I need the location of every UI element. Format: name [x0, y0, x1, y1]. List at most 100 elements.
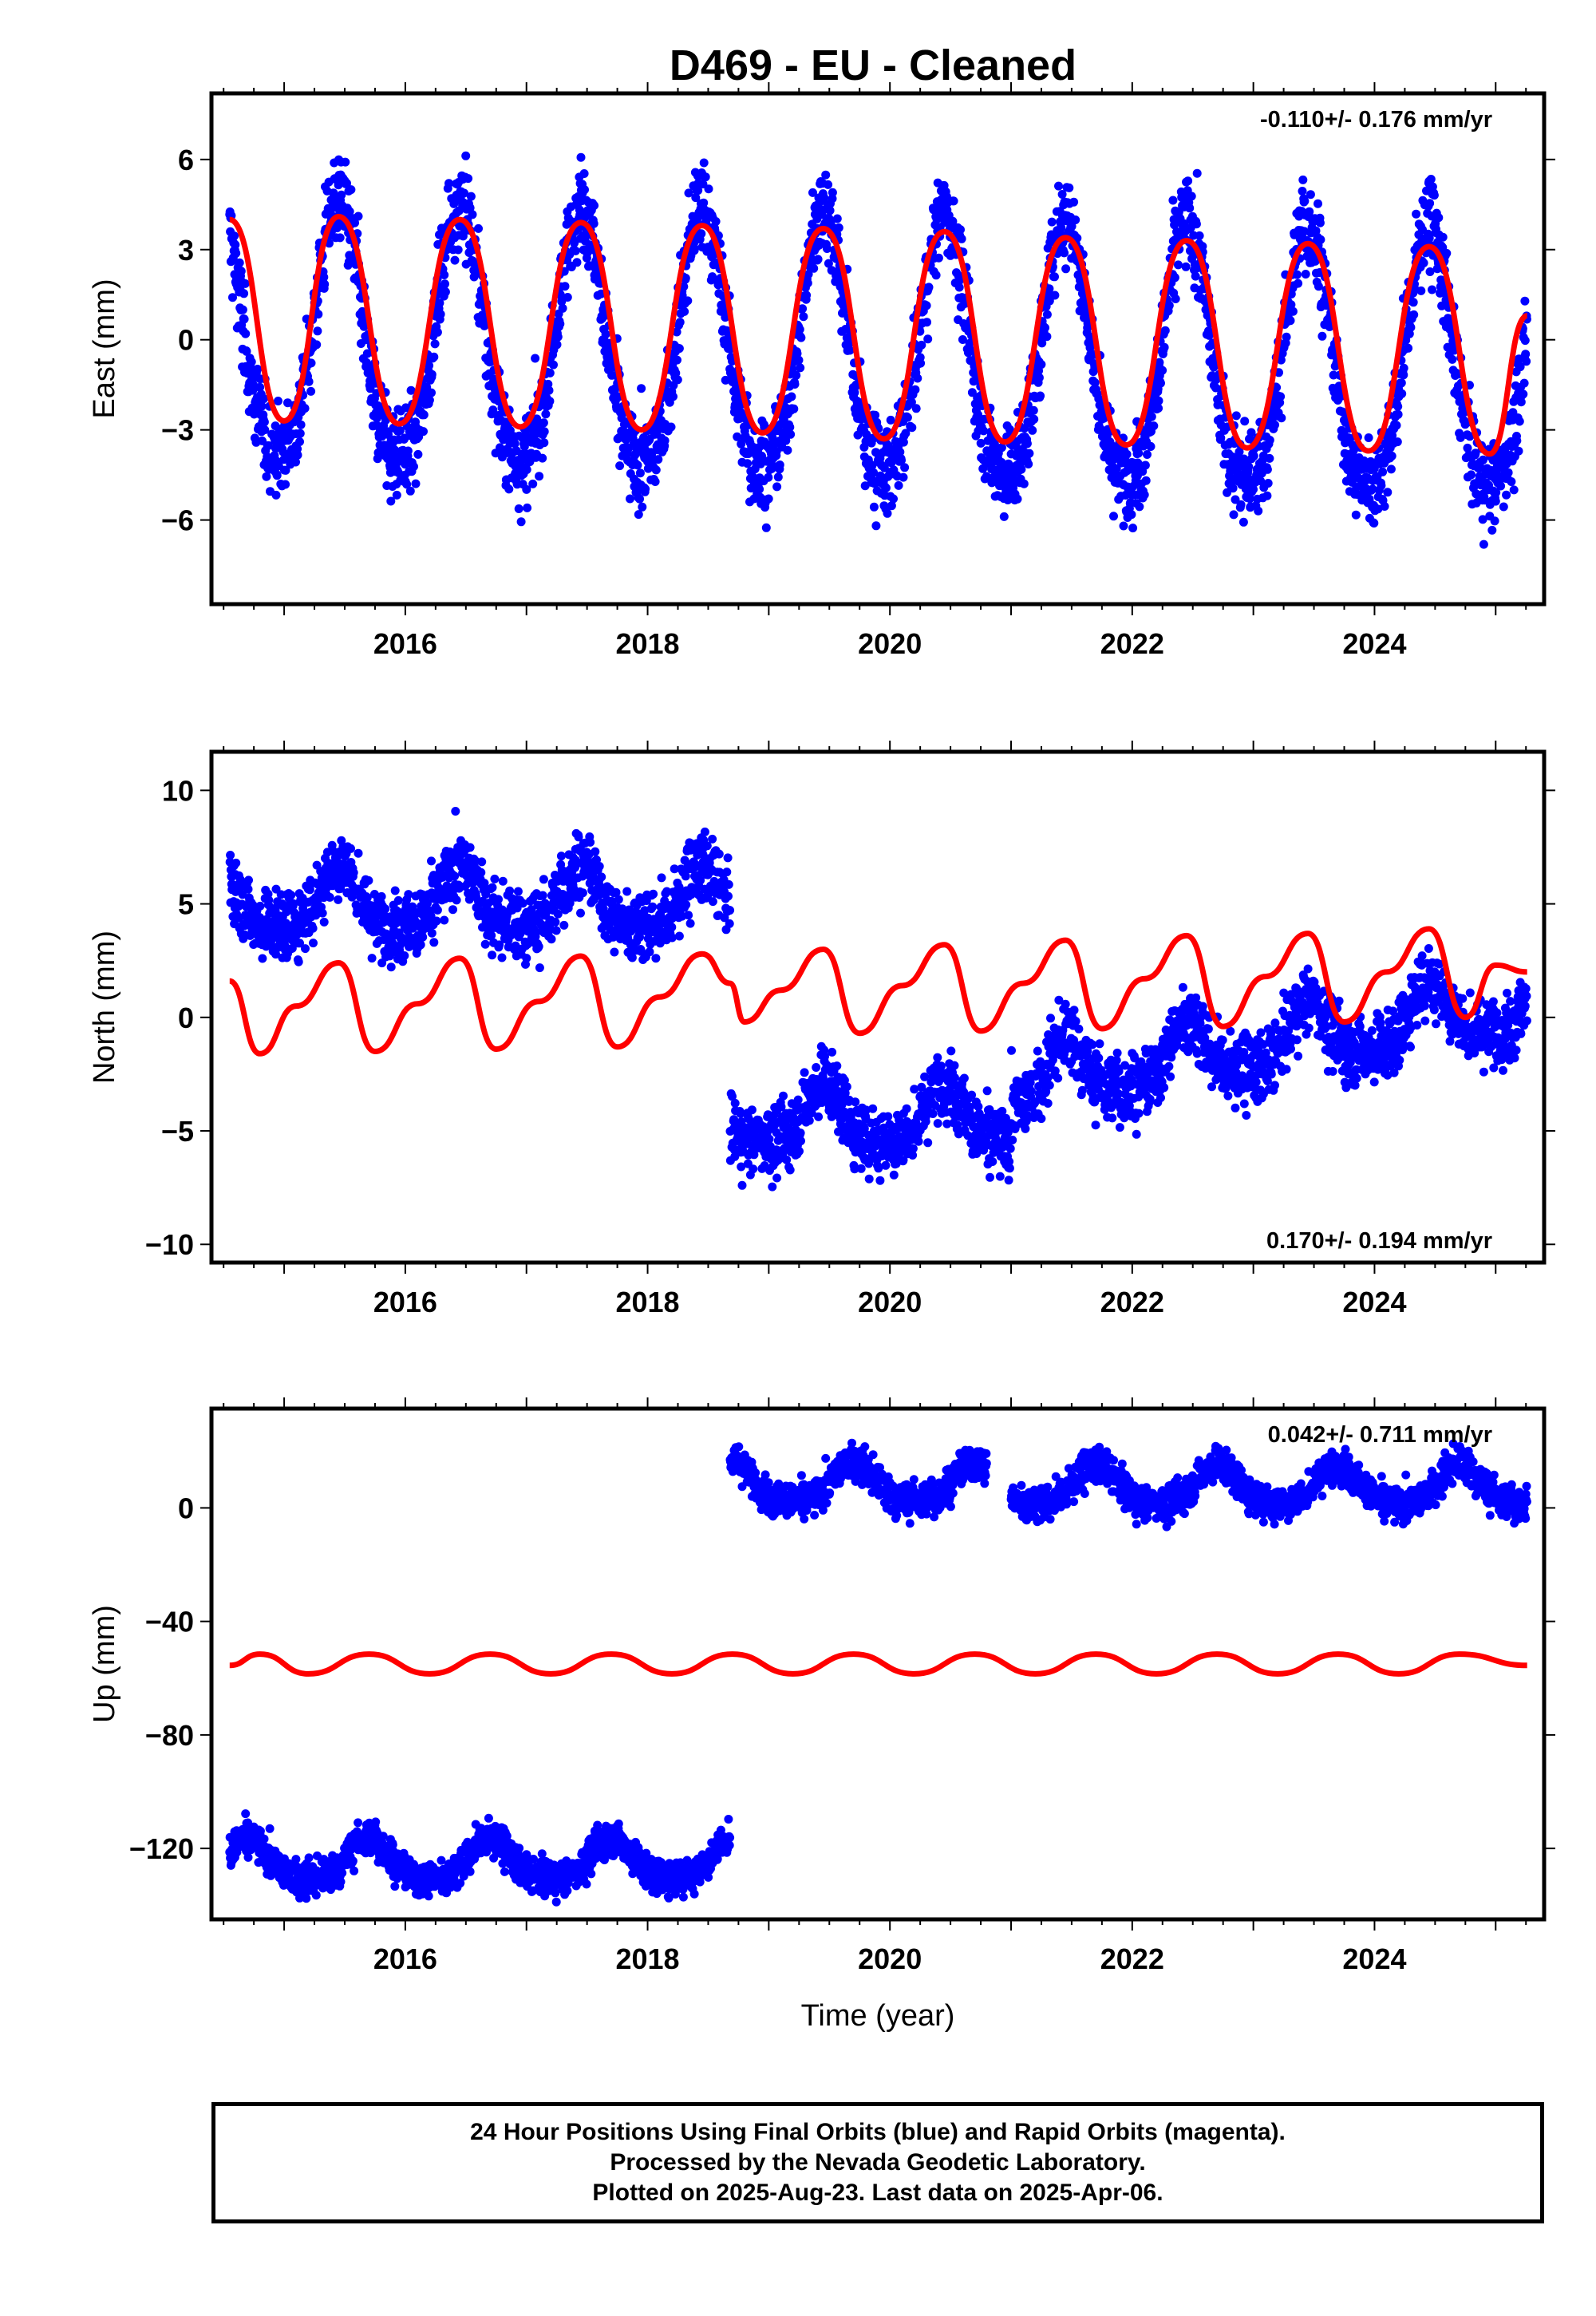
data-point — [571, 246, 580, 255]
data-point — [1429, 191, 1439, 200]
north-points — [225, 807, 1531, 1192]
data-point — [1156, 378, 1165, 388]
east-rate-label: -0.110+/- 0.176 mm/yr — [1260, 107, 1492, 132]
data-point — [651, 954, 661, 963]
data-point — [320, 279, 330, 289]
data-point — [367, 954, 377, 963]
data-point — [248, 380, 258, 389]
data-point — [683, 296, 693, 306]
data-point — [549, 360, 558, 370]
data-point — [764, 494, 773, 504]
data-point — [1029, 414, 1039, 424]
data-point — [539, 427, 549, 437]
data-point — [586, 837, 595, 847]
data-point — [313, 326, 322, 336]
data-point — [1017, 464, 1026, 474]
data-point — [660, 436, 670, 445]
data-point — [779, 1091, 788, 1101]
data-point — [958, 335, 967, 344]
data-point — [474, 223, 483, 233]
data-point — [349, 868, 358, 877]
data-point — [1393, 409, 1403, 419]
data-point — [305, 885, 314, 895]
data-point — [1491, 496, 1500, 506]
data-point — [871, 410, 880, 420]
data-point — [1265, 436, 1274, 445]
data-point — [258, 954, 267, 963]
data-point — [825, 206, 835, 215]
data-point — [674, 931, 684, 941]
data-point — [637, 384, 646, 393]
data-point — [1368, 484, 1377, 494]
data-point — [1409, 310, 1419, 319]
data-point — [1071, 215, 1080, 224]
data-point — [979, 426, 989, 436]
data-point — [452, 895, 461, 905]
data-point — [468, 210, 477, 219]
data-point — [772, 482, 782, 492]
data-point — [402, 480, 412, 489]
data-point — [1170, 273, 1179, 283]
data-point — [1490, 516, 1499, 526]
data-point — [789, 404, 799, 413]
data-point — [545, 368, 555, 377]
data-point — [578, 888, 587, 898]
data-point — [1383, 488, 1393, 497]
data-point — [1042, 310, 1052, 319]
data-point — [667, 923, 677, 932]
data-point — [247, 357, 256, 366]
data-point — [381, 904, 390, 914]
data-point — [931, 271, 941, 280]
data-point — [427, 388, 436, 397]
data-point — [899, 472, 908, 482]
data-point — [1090, 378, 1100, 387]
data-point — [796, 363, 805, 373]
data-point — [725, 919, 734, 928]
data-point — [1050, 272, 1059, 282]
data-point — [1045, 284, 1054, 294]
data-point — [1393, 401, 1403, 411]
data-point — [614, 895, 623, 904]
data-point — [440, 271, 449, 279]
data-point — [671, 369, 681, 377]
data-point — [711, 217, 721, 226]
data-point — [869, 468, 879, 477]
data-point — [295, 939, 304, 948]
east-y-tick-label: 6 — [178, 144, 194, 176]
data-point — [834, 223, 843, 232]
data-point — [1301, 270, 1310, 279]
data-point — [1025, 449, 1034, 458]
data-point — [796, 333, 806, 342]
data-point — [334, 895, 343, 904]
data-point — [803, 279, 812, 288]
data-point — [804, 1116, 814, 1125]
data-point — [597, 872, 606, 882]
data-point — [1438, 232, 1448, 242]
data-point — [708, 834, 717, 844]
data-point — [828, 188, 837, 197]
data-point — [666, 422, 676, 432]
data-point — [572, 258, 582, 267]
data-point — [538, 891, 547, 900]
data-point — [430, 339, 440, 349]
data-point — [724, 891, 733, 901]
data-point — [792, 349, 802, 358]
data-point — [238, 305, 247, 314]
data-point — [395, 426, 405, 435]
data-point — [1146, 442, 1156, 451]
data-point — [669, 392, 678, 401]
data-point — [1170, 220, 1179, 230]
data-point — [1521, 350, 1531, 359]
data-point — [1034, 373, 1044, 382]
data-point — [1519, 378, 1529, 388]
data-point — [271, 490, 281, 500]
data-point — [907, 423, 917, 433]
data-point — [1254, 506, 1263, 516]
data-point — [1448, 354, 1457, 364]
data-point — [900, 463, 910, 472]
data-point — [822, 244, 832, 253]
data-point — [427, 370, 437, 379]
data-point — [1369, 519, 1379, 528]
